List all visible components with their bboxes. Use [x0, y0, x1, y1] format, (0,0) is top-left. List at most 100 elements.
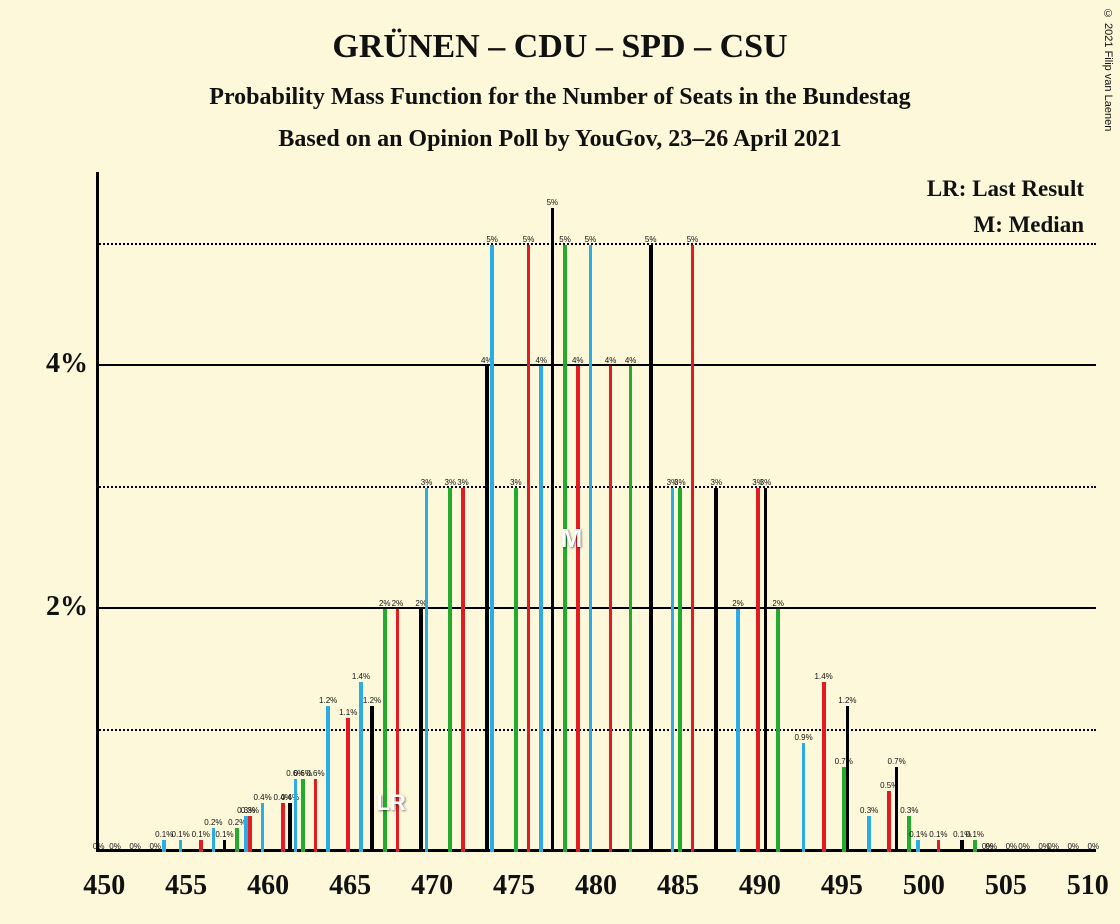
- bar-value-label: 1.2%: [363, 696, 381, 706]
- bar-value-label: 0.3%: [241, 806, 259, 816]
- bar: 0.1%: [162, 840, 166, 852]
- chart-subtitle-2: Based on an Opinion Poll by YouGov, 23–2…: [0, 126, 1120, 153]
- bar-value-label: 4%: [605, 356, 617, 366]
- marker-lr: LR: [376, 790, 405, 816]
- bar-value-label: 0.1%: [909, 830, 927, 840]
- bar-value-label: 0.4%: [253, 793, 271, 803]
- bar: 4%: [539, 366, 543, 852]
- bar: 1.1%: [346, 718, 350, 852]
- bar: 5%: [527, 245, 531, 852]
- bar: 0.6%: [301, 779, 305, 852]
- x-tick-label: 490: [739, 870, 781, 902]
- bar-value-label: 5%: [486, 235, 498, 245]
- bar-value-label: 0.3%: [860, 806, 878, 816]
- bar-value-label: 0.7%: [835, 757, 853, 767]
- x-tick-label: 470: [411, 870, 453, 902]
- bar-value-label: 2%: [379, 599, 391, 609]
- bar: 3%: [671, 488, 675, 852]
- bar: 2%: [776, 609, 780, 852]
- bar-value-label: 5%: [547, 198, 559, 208]
- bar-value-label: 0.1%: [192, 830, 210, 840]
- bar-value-label: 1.2%: [838, 696, 856, 706]
- bar: 2%: [736, 609, 740, 852]
- bar: 2%: [419, 609, 423, 852]
- bar: 4%: [576, 366, 580, 852]
- bar: 0.2%: [235, 828, 239, 852]
- bar: 3%: [756, 488, 760, 852]
- bar: 0.5%: [887, 791, 891, 852]
- bar: 0.1%: [973, 840, 977, 852]
- bar-value-label: 3%: [674, 478, 686, 488]
- bar: 0.1%: [960, 840, 964, 852]
- bar: 1.2%: [326, 706, 330, 852]
- bar-value-label: 4%: [572, 356, 584, 366]
- bar-value-label: 0.7%: [887, 757, 905, 767]
- bar: 0.1%: [179, 840, 183, 852]
- bar-value-label: 0%: [129, 842, 141, 852]
- bar-value-label: 2%: [392, 599, 404, 609]
- chart-canvas: © 2021 Filip van Laenen GRÜNEN – CDU – S…: [0, 0, 1120, 924]
- bar: 5%: [490, 245, 494, 852]
- bar: 0.1%: [916, 840, 920, 852]
- bar-value-label: 1.2%: [319, 696, 337, 706]
- bar: 3%: [714, 488, 718, 852]
- bar-value-label: 0.1%: [172, 830, 190, 840]
- x-tick-label: 505: [985, 870, 1027, 902]
- gridline-minor: [96, 729, 1096, 731]
- bar: 0.6%: [294, 779, 298, 852]
- y-axis: [96, 172, 99, 852]
- bar: 3%: [448, 488, 452, 852]
- bar-value-label: 3%: [445, 478, 457, 488]
- bar-value-label: 0%: [1088, 842, 1100, 852]
- gridline-major: [96, 364, 1096, 366]
- x-tick-label: 460: [247, 870, 289, 902]
- x-tick-label: 485: [657, 870, 699, 902]
- bar: 1.2%: [846, 706, 850, 852]
- bar-value-label: 5%: [523, 235, 535, 245]
- gridline-minor: [96, 486, 1096, 488]
- bar: 0.4%: [261, 803, 265, 852]
- bar: 0.6%: [314, 779, 318, 852]
- bar-value-label: 4%: [536, 356, 548, 366]
- bar-value-label: 0%: [1018, 842, 1030, 852]
- bar: 0.4%: [281, 803, 285, 852]
- bar-value-label: 1.1%: [339, 708, 357, 718]
- bar-value-label: 0%: [1006, 842, 1018, 852]
- bar: 5%: [551, 208, 555, 852]
- gridline-major: [96, 607, 1096, 609]
- bar-value-label: 0.2%: [204, 818, 222, 828]
- bar: 4%: [609, 366, 613, 852]
- bar-value-label: 5%: [645, 235, 657, 245]
- bar-value-label: 0%: [986, 842, 998, 852]
- legend-m: M: Median: [973, 212, 1084, 238]
- bar-value-label: 0%: [109, 842, 121, 852]
- bar-value-label: 3%: [421, 478, 433, 488]
- x-tick-label: 465: [329, 870, 371, 902]
- chart-title: GRÜNEN – CDU – SPD – CSU: [0, 28, 1120, 66]
- chart-subtitle-1: Probability Mass Function for the Number…: [0, 84, 1120, 111]
- x-tick-label: 495: [821, 870, 863, 902]
- x-tick-label: 455: [165, 870, 207, 902]
- bar: 0.4%: [288, 803, 292, 852]
- bar-value-label: 0.1%: [929, 830, 947, 840]
- bar: 5%: [589, 245, 593, 852]
- bar: 0.3%: [248, 816, 252, 852]
- bar: 4%: [485, 366, 489, 852]
- bar-value-label: 0%: [149, 842, 161, 852]
- x-tick-label: 510: [1067, 870, 1109, 902]
- bar: 3%: [461, 488, 465, 852]
- x-tick-label: 500: [903, 870, 945, 902]
- bar: 3%: [514, 488, 518, 852]
- bar-value-label: 0.1%: [966, 830, 984, 840]
- bar-value-label: 4%: [625, 356, 637, 366]
- bar: 0.1%: [223, 840, 227, 852]
- bar-value-label: 2%: [732, 599, 744, 609]
- bar: 0.1%: [937, 840, 941, 852]
- bar-value-label: 0.9%: [794, 733, 812, 743]
- bar-value-label: 5%: [585, 235, 597, 245]
- x-tick-label: 480: [575, 870, 617, 902]
- y-tick-label: 4%: [28, 348, 88, 380]
- y-tick-label: 2%: [28, 591, 88, 623]
- bar: 3%: [764, 488, 768, 852]
- bar-value-label: 2%: [772, 599, 784, 609]
